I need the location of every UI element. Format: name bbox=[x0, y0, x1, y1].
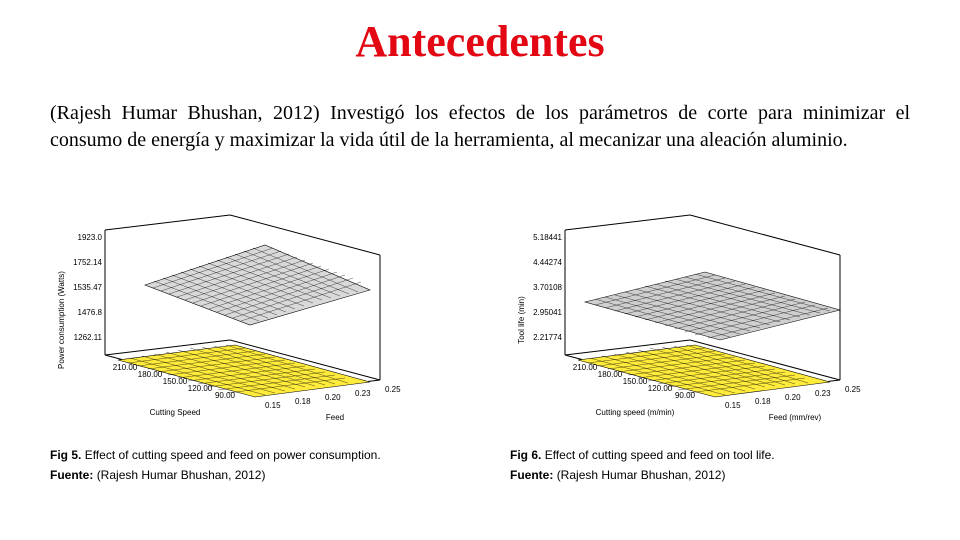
upper-surface bbox=[585, 272, 840, 340]
z-axis-label: Feed (mm/rev) bbox=[769, 413, 822, 422]
svg-text:210.00: 210.00 bbox=[113, 363, 138, 372]
upper-surface bbox=[145, 245, 370, 325]
svg-text:0.23: 0.23 bbox=[355, 389, 371, 398]
svg-text:0.23: 0.23 bbox=[815, 389, 831, 398]
caption-text: Effect of cutting speed and feed on powe… bbox=[85, 448, 381, 462]
svg-text:180.00: 180.00 bbox=[598, 370, 623, 379]
svg-text:90.00: 90.00 bbox=[215, 391, 236, 400]
svg-text:120.00: 120.00 bbox=[188, 384, 213, 393]
svg-text:1476.8: 1476.8 bbox=[78, 308, 103, 317]
caption-label: Fig 5. bbox=[50, 448, 81, 462]
svg-text:3.70108: 3.70108 bbox=[533, 283, 562, 292]
svg-text:150.00: 150.00 bbox=[163, 377, 188, 386]
svg-text:1262.11: 1262.11 bbox=[74, 333, 103, 342]
figure-left-chart: Power consumption (Watts) 1262.11 1476.8… bbox=[50, 210, 410, 430]
y-axis-label: Power consumption (Watts) bbox=[57, 271, 66, 369]
svg-text:2.95041: 2.95041 bbox=[533, 308, 562, 317]
slide: Antecedentes (Rajesh Humar Bhushan, 2012… bbox=[0, 0, 960, 540]
z-axis-label: Feed bbox=[326, 413, 344, 422]
figure-left: Power consumption (Watts) 1262.11 1476.8… bbox=[50, 210, 450, 488]
y-ticks: 1262.11 1476.8 1535.47 1752.14 1923.0 bbox=[73, 233, 102, 342]
svg-text:0.18: 0.18 bbox=[295, 397, 311, 406]
caption-text: Effect of cutting speed and feed on tool… bbox=[545, 448, 775, 462]
source-text: (Rajesh Humar Bhushan, 2012) bbox=[557, 468, 726, 482]
svg-text:0.15: 0.15 bbox=[725, 401, 741, 410]
svg-text:1923.0: 1923.0 bbox=[78, 233, 103, 242]
figures-row: Power consumption (Watts) 1262.11 1476.8… bbox=[50, 210, 910, 488]
body-paragraph: (Rajesh Humar Bhushan, 2012) Investigó l… bbox=[50, 100, 910, 154]
source-text: (Rajesh Humar Bhushan, 2012) bbox=[97, 468, 266, 482]
figure-right-chart: Tool life (min) 2.21774 2.95041 3.70108 … bbox=[510, 210, 870, 430]
svg-text:90.00: 90.00 bbox=[675, 391, 696, 400]
svg-text:180.00: 180.00 bbox=[138, 370, 163, 379]
caption-label: Fig 6. bbox=[510, 448, 541, 462]
figure-right: Tool life (min) 2.21774 2.95041 3.70108 … bbox=[510, 210, 910, 488]
surface-plot-power: Power consumption (Watts) 1262.11 1476.8… bbox=[50, 210, 410, 430]
x-axis-label: Cutting speed (m/min) bbox=[596, 408, 675, 417]
svg-text:0.20: 0.20 bbox=[325, 393, 341, 402]
svg-text:0.25: 0.25 bbox=[385, 385, 401, 394]
svg-text:1752.14: 1752.14 bbox=[73, 258, 102, 267]
svg-text:5.18441: 5.18441 bbox=[533, 233, 562, 242]
y-ticks: 2.21774 2.95041 3.70108 4.44274 5.18441 bbox=[533, 233, 562, 342]
svg-text:4.44274: 4.44274 bbox=[533, 258, 562, 267]
svg-text:210.00: 210.00 bbox=[573, 363, 598, 372]
figure-left-caption: Fig 5. Effect of cutting speed and feed … bbox=[50, 448, 450, 482]
svg-text:0.18: 0.18 bbox=[755, 397, 771, 406]
svg-text:150.00: 150.00 bbox=[623, 377, 648, 386]
svg-text:0.15: 0.15 bbox=[265, 401, 281, 410]
source-label: Fuente: bbox=[510, 468, 553, 482]
svg-text:1535.47: 1535.47 bbox=[73, 283, 102, 292]
figure-right-caption: Fig 6. Effect of cutting speed and feed … bbox=[510, 448, 910, 482]
svg-text:0.20: 0.20 bbox=[785, 393, 801, 402]
page-title: Antecedentes bbox=[0, 16, 960, 67]
surface-plot-toollife: Tool life (min) 2.21774 2.95041 3.70108 … bbox=[510, 210, 870, 430]
svg-text:120.00: 120.00 bbox=[648, 384, 673, 393]
y-axis-label: Tool life (min) bbox=[517, 296, 526, 344]
svg-text:0.25: 0.25 bbox=[845, 385, 861, 394]
svg-text:2.21774: 2.21774 bbox=[533, 333, 562, 342]
source-label: Fuente: bbox=[50, 468, 93, 482]
x-axis-label: Cutting Speed bbox=[150, 408, 201, 417]
